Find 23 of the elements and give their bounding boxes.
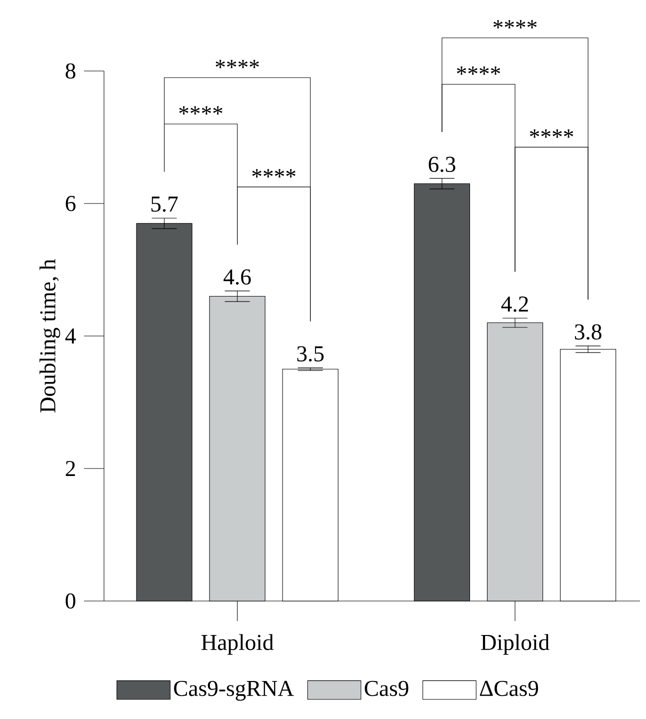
- legend-label: Cas9-sgRNA: [174, 680, 294, 701]
- annotation: ****: [530, 129, 574, 138]
- x-tick-label: Diploid: [481, 634, 550, 655]
- y-tick-label: 6: [66, 196, 76, 212]
- y-tick-label: 2: [66, 460, 75, 476]
- legend-label: Cas9: [364, 680, 408, 696]
- legend-label: ΔCas9: [480, 680, 538, 696]
- text: ****: [216, 60, 259, 68]
- data-label: 3.8: [574, 324, 602, 340]
- data-label: 4.2: [501, 296, 528, 312]
- y-axis-title: Doubling time, h: [40, 259, 60, 412]
- text: ****: [493, 20, 537, 28]
- data-label: 4.6: [224, 269, 251, 285]
- x-tick-label: Haploid: [201, 634, 274, 655]
- data-label: 6.3: [428, 156, 456, 172]
- y-tick-label: 4: [65, 328, 76, 344]
- annotation: ****: [456, 66, 500, 75]
- y-tick-label: 8: [66, 63, 76, 79]
- annotation: ****: [252, 169, 296, 178]
- y-tick-label: 0: [66, 593, 76, 609]
- annotation: ****: [179, 106, 222, 115]
- data-label: 5.7: [151, 196, 178, 212]
- data-label: 3.5: [297, 346, 324, 362]
